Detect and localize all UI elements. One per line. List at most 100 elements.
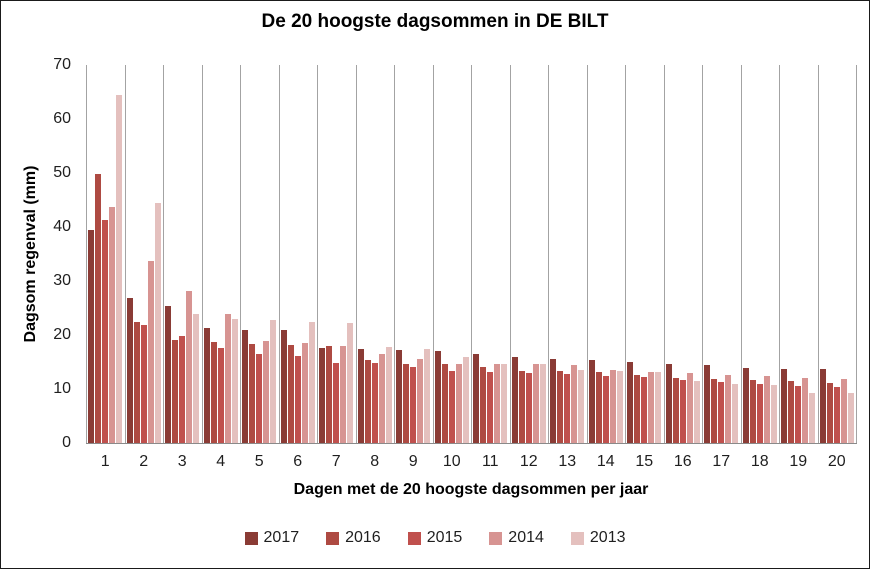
bar-2015-day-2 <box>140 325 147 443</box>
bar-2016-day-15 <box>634 375 641 443</box>
category-separator-line <box>240 65 241 443</box>
bar-2015-day-5 <box>256 354 263 443</box>
legend-item-2017: 2017 <box>244 529 300 547</box>
category-separator-line <box>432 65 434 443</box>
bar-2015-day-4 <box>217 348 224 443</box>
bar-2014-day-6 <box>301 342 308 443</box>
x-tick-label-15: 15 <box>635 453 654 470</box>
bar-2015-day-1 <box>102 220 109 443</box>
legend-swatch-2016 <box>326 531 340 545</box>
bar-2015-day-6 <box>294 355 301 443</box>
y-tick-label-50: 50 <box>53 164 71 181</box>
bar-2014-day-8 <box>378 354 385 443</box>
bar-2017-day-12 <box>511 356 518 443</box>
bar-2015-day-19 <box>795 385 802 443</box>
bar-2013-day-2 <box>154 202 161 443</box>
bar-2015-day-15 <box>641 377 648 443</box>
legend-swatch-2013 <box>570 531 584 545</box>
bar-2016-day-12 <box>518 370 525 443</box>
bar-2017-day-11 <box>473 353 480 443</box>
bar-group-day-9 <box>394 65 433 443</box>
bar-group-day-14 <box>587 65 626 443</box>
bar-2013-day-6 <box>308 322 315 443</box>
bar-2015-day-12 <box>525 373 532 443</box>
bar-2015-day-9 <box>410 366 417 443</box>
bar-2013-day-18 <box>770 385 777 443</box>
bar-2015-day-3 <box>179 335 186 443</box>
bar-2017-day-5 <box>242 329 249 443</box>
x-tick-label-5: 5 <box>254 453 264 470</box>
bar-2014-day-12 <box>532 364 539 443</box>
bar-2013-day-16 <box>693 380 700 443</box>
bar-2014-day-2 <box>147 261 154 443</box>
x-tick-label-19: 19 <box>789 453 808 470</box>
bar-2016-day-17 <box>711 378 718 443</box>
bar-2017-day-4 <box>203 328 210 443</box>
bar-2017-day-14 <box>588 360 595 443</box>
bar-2016-day-1 <box>95 174 102 443</box>
bar-group-day-5 <box>240 65 279 443</box>
bar-2016-day-7 <box>326 346 333 443</box>
bar-2016-day-3 <box>172 340 179 443</box>
bar-2014-day-9 <box>417 358 424 443</box>
bar-2014-day-13 <box>571 364 578 443</box>
bar-2014-day-1 <box>109 206 116 443</box>
legend-label-2014: 2014 <box>508 529 544 546</box>
bar-group-day-15 <box>625 65 664 443</box>
bar-2013-day-15 <box>655 371 662 443</box>
bar-2017-day-6 <box>280 330 287 443</box>
legend-label-2016: 2016 <box>345 529 381 546</box>
bar-2013-day-12 <box>539 364 546 443</box>
category-separator-line <box>317 65 318 443</box>
bar-2017-day-10 <box>434 351 441 443</box>
bar-2015-day-7 <box>333 362 340 443</box>
y-tick-label-20: 20 <box>53 326 71 343</box>
bar-group-day-19 <box>779 65 818 443</box>
bar-2017-day-13 <box>550 359 557 443</box>
bar-2016-day-5 <box>249 344 256 443</box>
category-separator-line <box>663 65 665 443</box>
legend-swatch-2017 <box>244 531 258 545</box>
bar-2014-day-16 <box>686 373 693 443</box>
bar-2014-day-18 <box>763 375 770 443</box>
bar-group-day-13 <box>548 65 587 443</box>
bar-2013-day-14 <box>616 370 623 443</box>
bar-2017-day-15 <box>627 362 634 443</box>
bar-group-day-7 <box>317 65 356 443</box>
bar-2017-day-2 <box>126 298 133 443</box>
bar-2013-day-5 <box>270 319 277 443</box>
legend-item-2015: 2015 <box>407 529 462 547</box>
category-separator-line <box>548 65 549 443</box>
x-tick-label-1: 1 <box>100 453 110 470</box>
bar-2013-day-11 <box>501 363 508 443</box>
bar-2014-day-20 <box>840 378 847 443</box>
bar-2016-day-2 <box>133 322 140 443</box>
bar-2015-day-10 <box>448 370 455 443</box>
category-separator-line <box>201 65 203 443</box>
x-tick-label-12: 12 <box>519 453 538 470</box>
bar-2017-day-18 <box>742 367 749 443</box>
bar-2015-day-11 <box>487 371 494 443</box>
bar-2015-day-20 <box>833 387 840 443</box>
chart-title: De 20 hoogste dagsommen in DE BILT <box>261 11 609 32</box>
bar-2013-day-9 <box>424 349 431 443</box>
bar-2015-day-13 <box>564 374 571 443</box>
x-tick-label-14: 14 <box>596 453 615 470</box>
bar-group-day-20 <box>818 65 857 443</box>
bar-group-day-17 <box>702 65 741 443</box>
bar-2013-day-20 <box>847 393 854 443</box>
legend-label-2017: 2017 <box>263 529 300 546</box>
bar-group-day-2 <box>125 65 164 443</box>
legend: 2017 2016 2015 2014 2013 <box>1 529 869 547</box>
bar-2014-day-10 <box>455 363 462 443</box>
bar-2016-day-8 <box>364 360 371 443</box>
bar-2016-day-20 <box>826 382 833 443</box>
x-tick-label-17: 17 <box>712 453 731 470</box>
bar-group-day-12 <box>510 65 549 443</box>
category-separator-line <box>163 65 164 443</box>
bar-2016-day-9 <box>403 363 410 443</box>
bar-2016-day-6 <box>287 344 294 443</box>
bar-2016-day-10 <box>441 364 448 443</box>
bar-2013-day-19 <box>809 392 816 443</box>
bar-2014-day-5 <box>263 340 270 443</box>
